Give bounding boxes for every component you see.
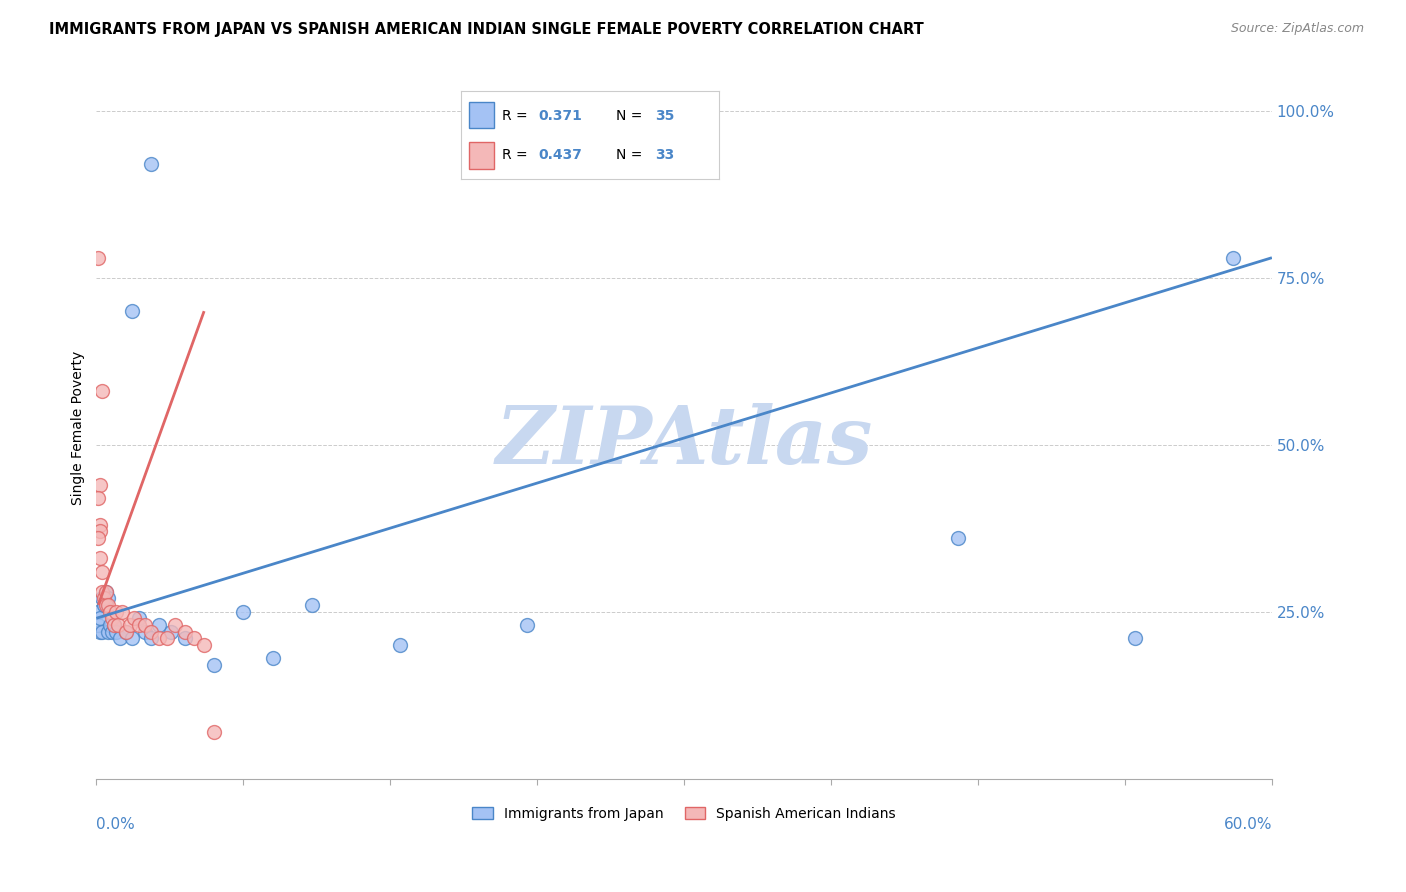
- Point: [301, 598, 323, 612]
- Point: [141, 157, 163, 171]
- Point: [159, 624, 181, 639]
- Point: [91, 384, 114, 399]
- Point: [173, 632, 195, 646]
- Point: [87, 491, 110, 505]
- Point: [1123, 632, 1146, 646]
- Point: [148, 632, 170, 646]
- Point: [134, 624, 156, 639]
- Point: [948, 531, 970, 545]
- Point: [97, 598, 120, 612]
- Point: [202, 658, 225, 673]
- Point: [104, 605, 127, 619]
- Point: [87, 531, 110, 545]
- Point: [141, 632, 163, 646]
- Point: [91, 584, 114, 599]
- Point: [89, 611, 111, 625]
- Point: [389, 638, 412, 652]
- Point: [98, 618, 121, 632]
- Point: [94, 584, 117, 599]
- Point: [232, 605, 254, 619]
- Point: [97, 624, 120, 639]
- Point: [103, 618, 125, 632]
- Point: [89, 551, 111, 566]
- Point: [94, 598, 117, 612]
- Point: [122, 611, 145, 625]
- Point: [107, 618, 129, 632]
- Point: [103, 618, 125, 632]
- Point: [98, 605, 121, 619]
- Point: [91, 591, 114, 606]
- Point: [87, 251, 110, 265]
- Point: [87, 618, 110, 632]
- Point: [1222, 251, 1244, 265]
- Point: [128, 618, 150, 632]
- Point: [89, 624, 111, 639]
- Point: [91, 624, 114, 639]
- Point: [128, 611, 150, 625]
- Text: IMMIGRANTS FROM JAPAN VS SPANISH AMERICAN INDIAN SINGLE FEMALE POVERTY CORRELATI: IMMIGRANTS FROM JAPAN VS SPANISH AMERICA…: [49, 22, 924, 37]
- Text: ZIPAtlas: ZIPAtlas: [495, 403, 873, 481]
- Text: Source: ZipAtlas.com: Source: ZipAtlas.com: [1230, 22, 1364, 36]
- Point: [148, 618, 170, 632]
- Point: [97, 591, 120, 606]
- Point: [104, 624, 127, 639]
- Point: [89, 524, 111, 539]
- Point: [134, 618, 156, 632]
- Text: 60.0%: 60.0%: [1223, 817, 1272, 832]
- Point: [183, 632, 205, 646]
- Point: [91, 565, 114, 579]
- Point: [156, 632, 179, 646]
- Point: [173, 624, 195, 639]
- Point: [101, 611, 124, 625]
- Point: [87, 605, 110, 619]
- Y-axis label: Single Female Poverty: Single Female Poverty: [72, 351, 86, 505]
- Point: [93, 591, 115, 606]
- Point: [93, 598, 115, 612]
- Legend: Immigrants from Japan, Spanish American Indians: Immigrants from Japan, Spanish American …: [472, 806, 896, 821]
- Point: [114, 624, 136, 639]
- Point: [111, 605, 134, 619]
- Point: [114, 624, 136, 639]
- Point: [141, 624, 163, 639]
- Point: [121, 632, 143, 646]
- Point: [108, 632, 131, 646]
- Point: [121, 304, 143, 318]
- Point: [516, 618, 538, 632]
- Point: [89, 477, 111, 491]
- Point: [193, 638, 215, 652]
- Point: [163, 618, 186, 632]
- Point: [262, 651, 284, 665]
- Point: [93, 598, 115, 612]
- Point: [118, 618, 141, 632]
- Point: [94, 584, 117, 599]
- Point: [89, 517, 111, 532]
- Point: [101, 624, 124, 639]
- Point: [202, 724, 225, 739]
- Text: 0.0%: 0.0%: [97, 817, 135, 832]
